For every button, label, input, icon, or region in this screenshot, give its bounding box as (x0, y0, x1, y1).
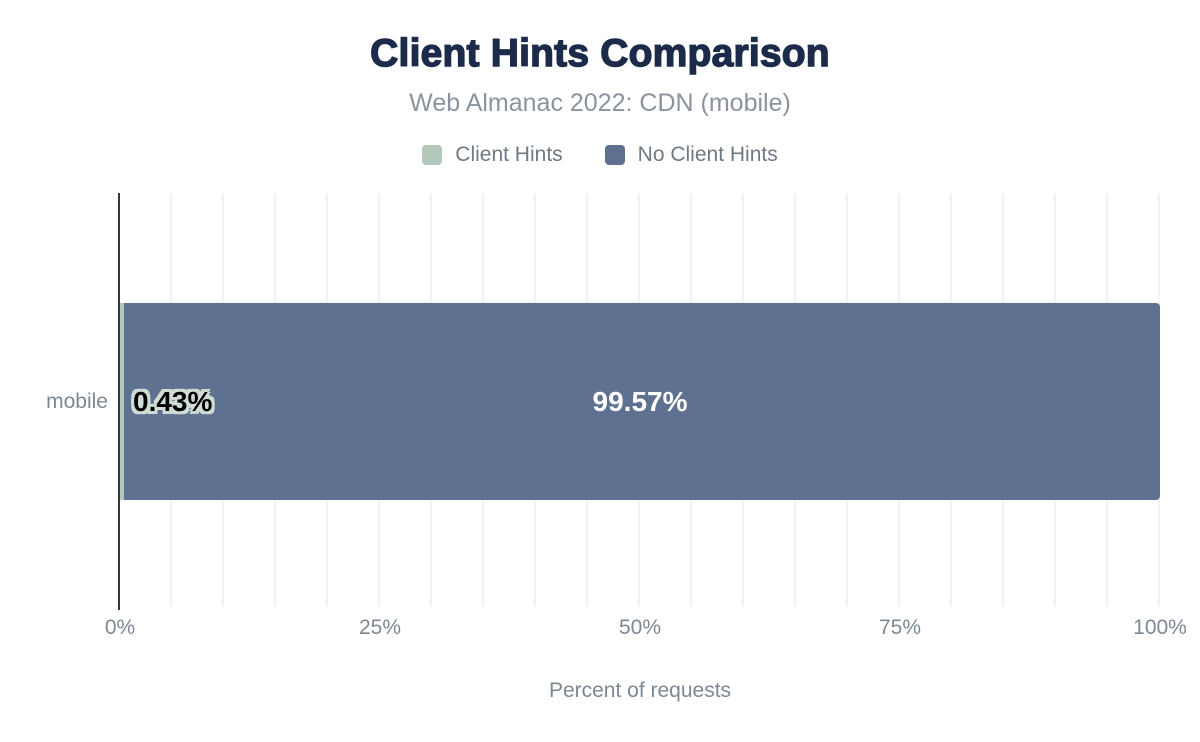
x-tick-50: 50% (618, 616, 662, 639)
bar-value-no-client-hints: 99.57% (592, 385, 688, 417)
plot-area: 0.43% 99.57% (118, 193, 1160, 610)
legend-swatch-client-hints (422, 145, 443, 165)
x-tick-100: 100% (1133, 616, 1187, 639)
bar-value-client-hints: 0.43% (133, 385, 213, 417)
legend-item-no-client-hints[interactable]: No Client Hints (604, 143, 778, 167)
chart-title: Client Hints Comparison (369, 31, 830, 75)
legend-label-no-client-hints: No Client Hints (637, 143, 778, 166)
y-axis-line (118, 193, 120, 610)
x-tick-25: 25% (358, 616, 402, 639)
bar-mobile: 0.43% 99.57% (120, 303, 1160, 500)
legend: Client Hints No Client Hints (0, 143, 1200, 167)
x-axis-title: Percent of requests (548, 679, 732, 702)
chart-subtitle: Web Almanac 2022: CDN (mobile) (409, 89, 791, 117)
x-tick-0: 0% (104, 616, 136, 639)
bar-segment-client-hints[interactable] (120, 303, 125, 500)
x-tick-75: 75% (878, 616, 922, 639)
legend-label-client-hints: Client Hints (455, 143, 563, 166)
x-axis-ticks: 0% 25% 50% 75% 100% (105, 616, 1187, 642)
legend-swatch-no-client-hints (604, 145, 625, 165)
bar-segment-no-client-hints[interactable] (124, 303, 1160, 500)
category-label-mobile: mobile (46, 390, 108, 413)
legend-item-client-hints[interactable]: Client Hints (422, 143, 563, 167)
